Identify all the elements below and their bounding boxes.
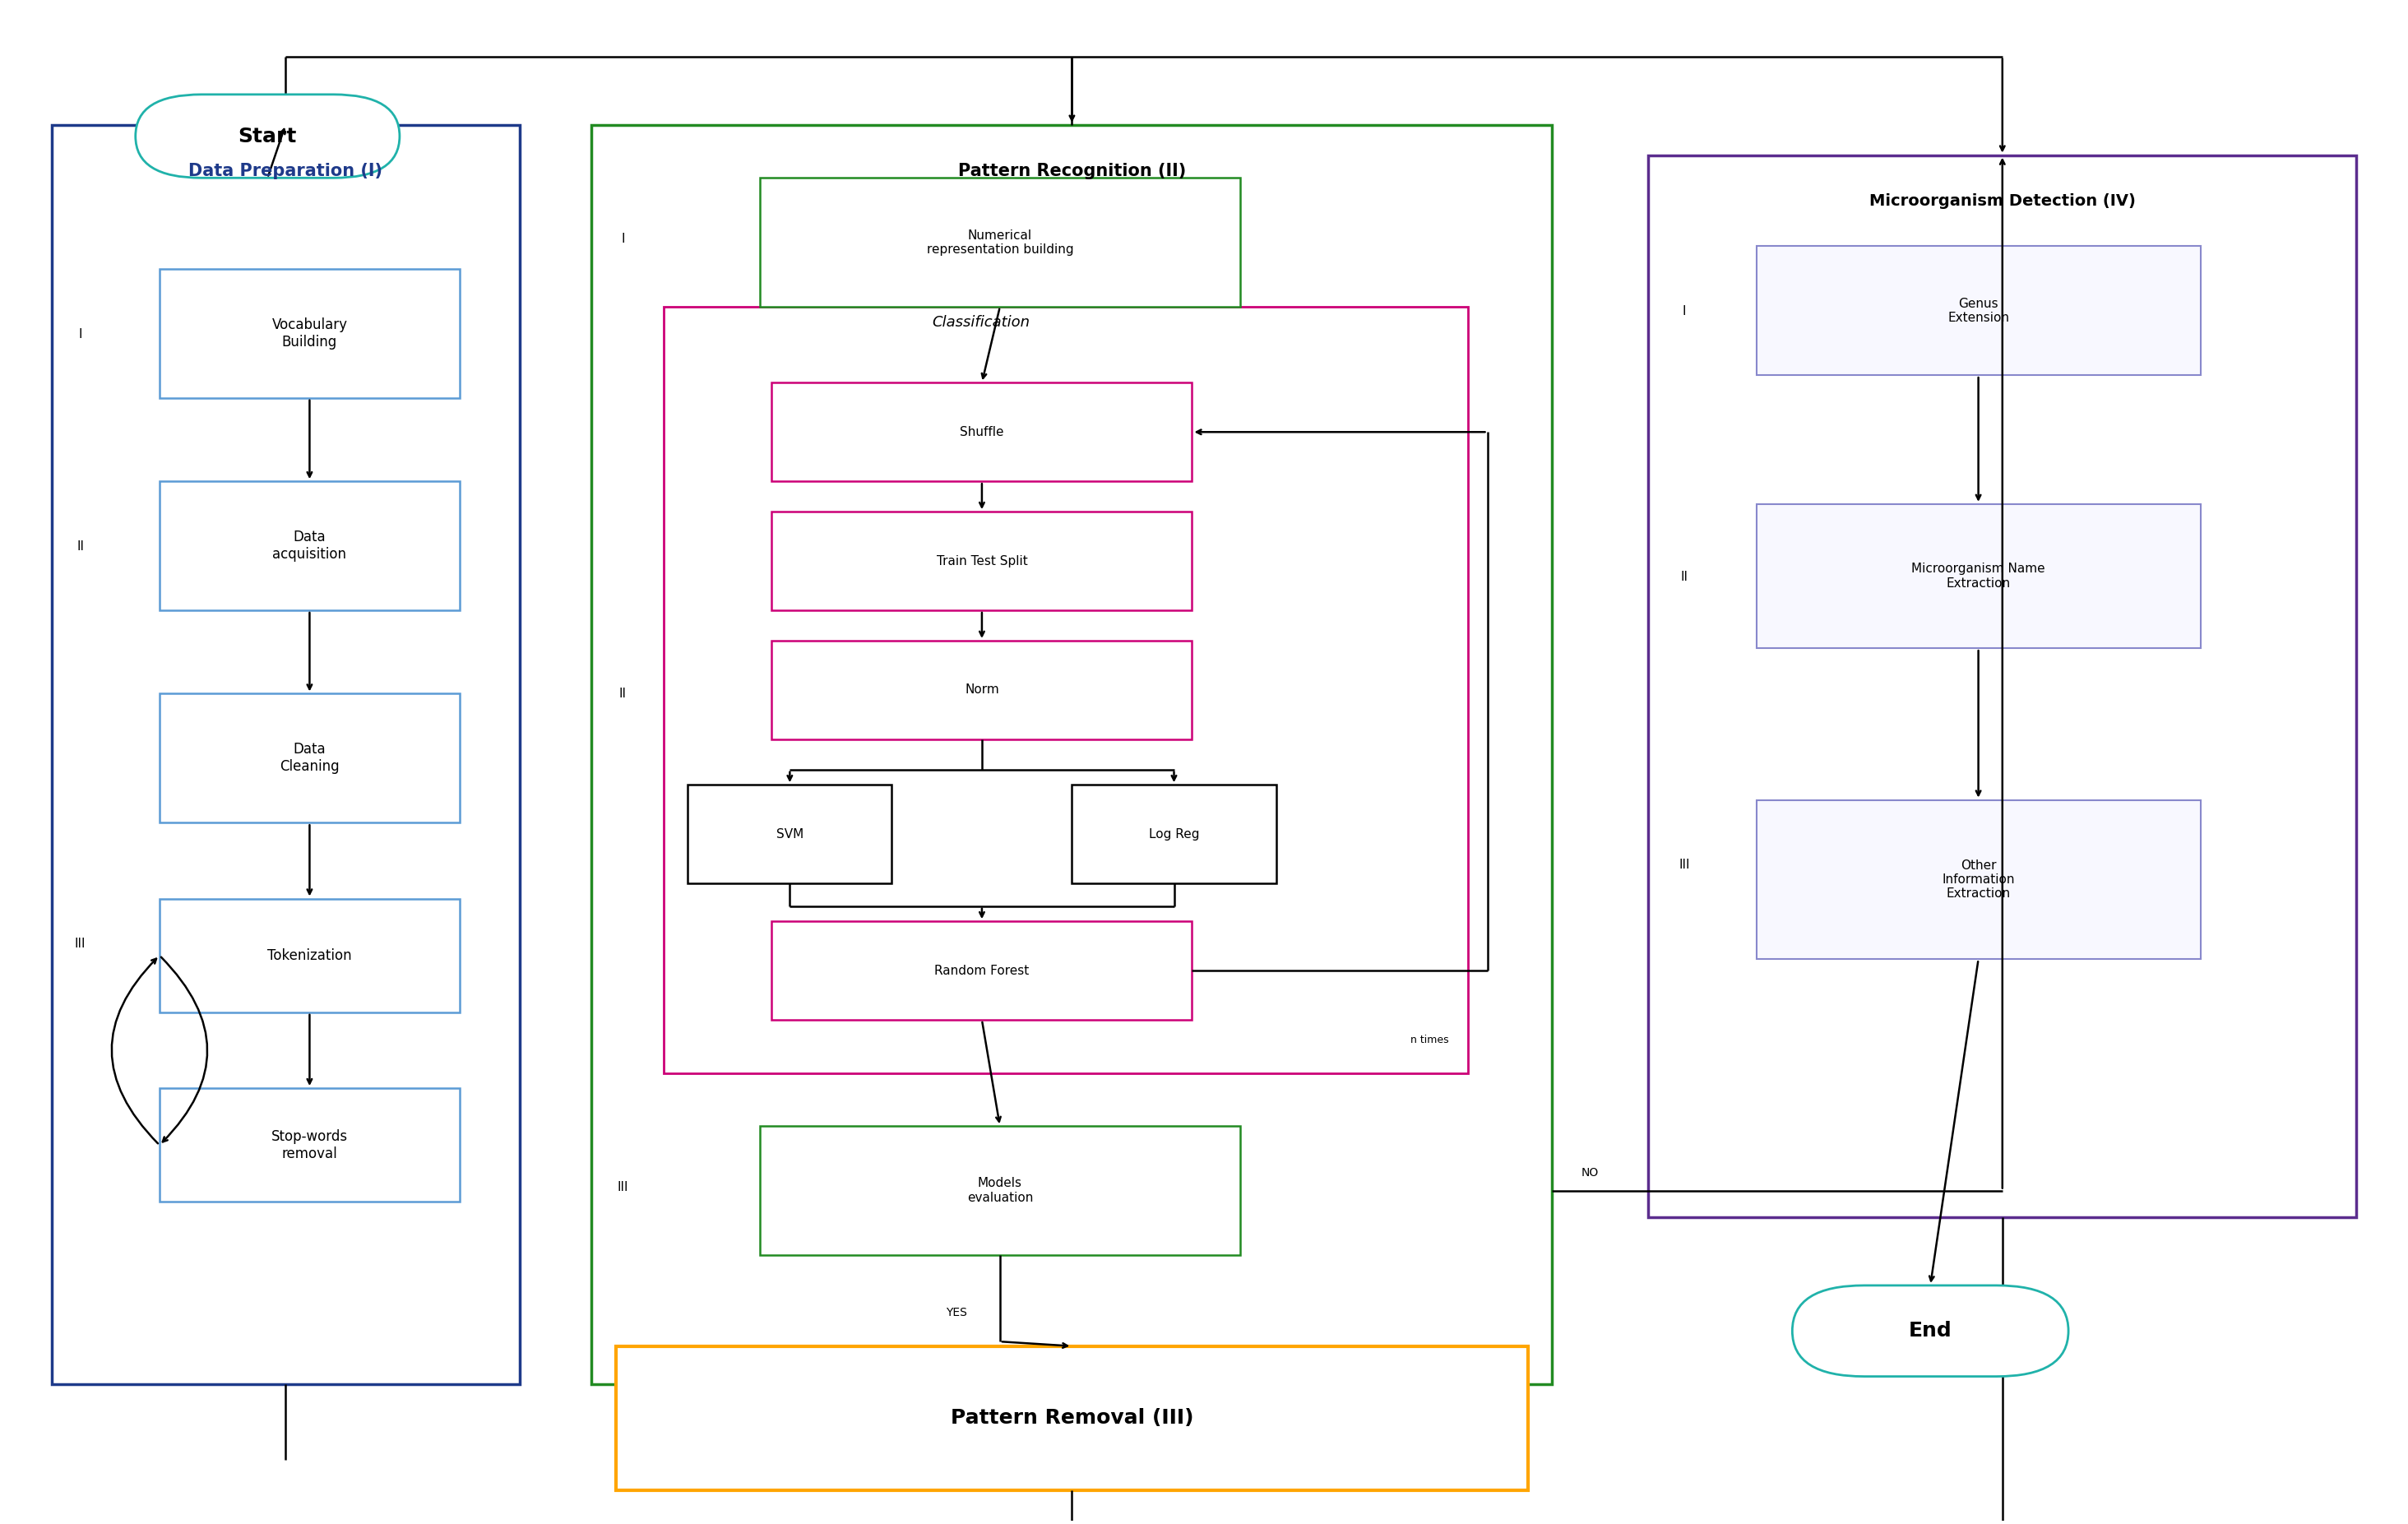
Text: Numerical
representation building: Numerical representation building [927,229,1074,256]
Text: III: III [75,937,87,951]
FancyBboxPatch shape [1755,504,2201,648]
Text: Pattern Removal (III): Pattern Removal (III) [951,1408,1194,1428]
Text: NO: NO [1582,1167,1599,1178]
FancyBboxPatch shape [592,125,1553,1384]
Text: Models
evaluation: Models evaluation [968,1177,1033,1204]
Text: III: III [616,1181,628,1193]
Text: I: I [621,233,624,245]
FancyBboxPatch shape [1647,155,2357,1218]
Text: Shuffle: Shuffle [961,425,1004,439]
Text: II: II [619,687,626,700]
Text: I: I [1683,305,1686,317]
Text: n times: n times [1411,1035,1450,1045]
FancyBboxPatch shape [159,1088,460,1202]
Text: Classification: Classification [932,314,1031,329]
Text: I: I [79,328,82,340]
Text: Other
Information
Extraction: Other Information Extraction [1941,860,2015,901]
FancyBboxPatch shape [1755,247,2201,375]
Text: III: III [1678,860,1690,872]
FancyBboxPatch shape [761,178,1240,306]
FancyBboxPatch shape [135,94,400,178]
Text: II: II [1681,572,1688,584]
FancyBboxPatch shape [51,125,520,1384]
FancyBboxPatch shape [773,640,1192,739]
Text: Train Test Split: Train Test Split [937,555,1028,567]
Text: Tokenization: Tokenization [267,948,352,963]
Text: Data
acquisition: Data acquisition [272,530,347,562]
Text: II: II [77,541,84,553]
Text: Data Preparation (I): Data Preparation (I) [188,163,383,180]
Text: End: End [1910,1321,1953,1341]
FancyBboxPatch shape [159,693,460,823]
Text: YES: YES [946,1308,968,1318]
FancyBboxPatch shape [1792,1285,2068,1376]
FancyBboxPatch shape [616,1346,1529,1490]
FancyBboxPatch shape [689,785,891,884]
Text: Vocabulary
Building: Vocabulary Building [272,317,347,349]
Text: Data
Cleaning: Data Cleaning [279,742,340,774]
Text: Microorganism Name
Extraction: Microorganism Name Extraction [1912,562,2044,590]
FancyBboxPatch shape [761,1126,1240,1256]
FancyBboxPatch shape [773,383,1192,482]
Text: Log Reg: Log Reg [1149,828,1199,840]
Text: Stop-words
removal: Stop-words removal [272,1129,347,1161]
Text: Microorganism Detection (IV): Microorganism Detection (IV) [1869,194,2136,209]
Text: SVM: SVM [775,828,804,840]
FancyBboxPatch shape [1755,800,2201,959]
FancyBboxPatch shape [159,899,460,1012]
FancyBboxPatch shape [159,268,460,398]
Text: Pattern Recognition (II): Pattern Recognition (II) [958,163,1187,180]
Text: Norm: Norm [966,684,999,696]
FancyBboxPatch shape [159,482,460,610]
FancyBboxPatch shape [1072,785,1276,884]
FancyBboxPatch shape [773,922,1192,1020]
FancyBboxPatch shape [773,512,1192,610]
Text: Genus
Extension: Genus Extension [1948,297,2008,325]
Text: Start: Start [238,126,296,146]
Text: Random Forest: Random Forest [934,965,1028,977]
FancyBboxPatch shape [665,306,1469,1073]
